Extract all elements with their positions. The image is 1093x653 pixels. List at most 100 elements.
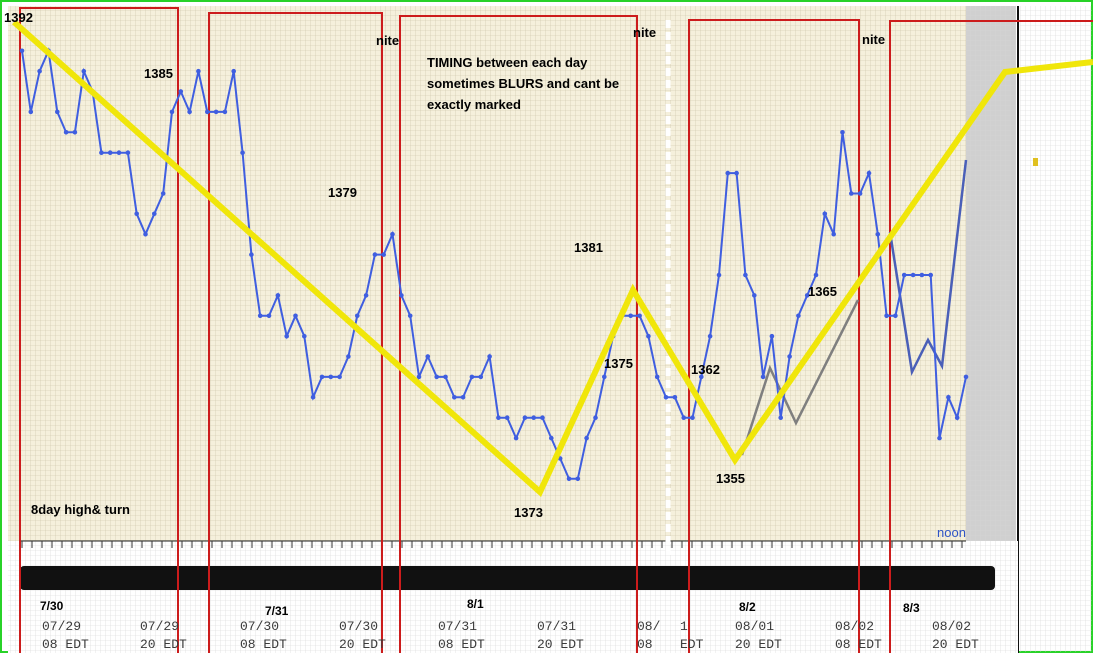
price-point	[787, 354, 792, 359]
price-point	[372, 252, 378, 257]
price-point	[901, 272, 907, 278]
price-point	[778, 415, 783, 421]
price-point	[178, 89, 184, 94]
label-1365: 1365	[808, 284, 837, 299]
day-label-8-3: 8/3	[903, 601, 920, 615]
tick-date-1: 07/29	[42, 619, 81, 634]
trend-line	[12, 19, 1093, 497]
tick-date-5: 07/31	[438, 619, 477, 634]
price-point	[884, 313, 889, 319]
price-point	[302, 333, 307, 339]
price-point	[443, 374, 448, 380]
price-point	[928, 272, 933, 278]
tick-time-9: 20 EDT	[735, 637, 782, 652]
label-high-1392: 1392	[4, 10, 33, 25]
note-line-3: exactly marked	[427, 97, 521, 112]
price-point	[37, 68, 42, 74]
x-tick-labels: 07/29 08 EDT 07/29 20 EDT 07/30 08 EDT 0…	[42, 619, 979, 652]
price-point	[540, 415, 545, 421]
tick-date-6: 07/31	[537, 619, 576, 634]
price-point	[875, 231, 881, 237]
tick-date-9: 08/01	[735, 619, 774, 634]
price-point	[407, 313, 413, 319]
tick-time-10: 08 EDT	[835, 637, 882, 652]
price-point	[804, 293, 810, 298]
label-1375: 1375	[604, 356, 633, 371]
price-point	[337, 374, 342, 380]
day-box-3	[399, 15, 638, 653]
price-point	[831, 231, 836, 237]
price-point	[469, 374, 475, 380]
price-point	[160, 191, 166, 196]
price-point	[752, 293, 757, 298]
day-label-7-31: 7/31	[265, 604, 289, 618]
price-point	[593, 415, 598, 421]
price-point	[663, 395, 669, 400]
tick-time-6: 20 EDT	[537, 637, 584, 652]
note-line-2: sometimes BLURS and cant be	[427, 76, 619, 91]
price-point	[231, 68, 236, 74]
price-point	[143, 231, 148, 237]
x-minor-ticks	[21, 541, 963, 548]
price-point	[381, 252, 387, 257]
price-point	[425, 354, 431, 359]
price-point	[116, 150, 122, 155]
day-box-5	[889, 20, 1093, 653]
price-point	[566, 476, 572, 482]
price-point	[240, 150, 245, 155]
price-point	[849, 191, 854, 196]
price-point	[99, 150, 104, 155]
price-point	[496, 415, 501, 421]
tick-date-10: 08/02	[835, 619, 874, 634]
tick-date-11: 08/02	[932, 619, 971, 634]
price-point	[28, 109, 34, 115]
future-path-line	[888, 159, 968, 377]
day-label-8-1: 8/1	[467, 597, 484, 611]
tick-time-8: EDT	[680, 637, 704, 652]
price-point	[363, 293, 369, 298]
day-boxes	[19, 7, 1093, 653]
price-point	[866, 170, 872, 176]
price-point	[452, 395, 457, 400]
label-1362: 1362	[691, 362, 720, 377]
tick-time-1: 08 EDT	[42, 637, 89, 652]
price-point	[946, 395, 951, 400]
label-1381: 1381	[574, 240, 603, 255]
price-point	[72, 130, 78, 135]
price-point	[743, 272, 748, 278]
day-box-2	[208, 12, 383, 653]
price-point	[796, 313, 801, 319]
day-box-4	[688, 19, 860, 653]
right-scale-grid	[966, 6, 1016, 541]
label-nite-3: nite	[862, 32, 885, 47]
price-point	[672, 395, 678, 400]
price-point	[813, 272, 819, 278]
price-point	[646, 333, 651, 339]
tick-date-3: 07/30	[240, 619, 279, 634]
tick-time-4: 20 EDT	[339, 637, 386, 652]
axis-area-grid	[8, 541, 1018, 653]
axis-band	[20, 566, 995, 590]
price-point	[954, 415, 960, 421]
price-point	[760, 374, 766, 380]
price-point	[522, 415, 528, 421]
price-point	[55, 109, 60, 115]
price-point	[284, 333, 290, 339]
price-point	[399, 293, 404, 298]
note-line-1: TIMING between each day	[427, 55, 588, 70]
tick-time-2: 20 EDT	[140, 637, 187, 652]
price-point	[257, 313, 263, 319]
tick-date-2: 07/29	[140, 619, 179, 634]
price-point	[460, 395, 466, 400]
price-point	[513, 435, 519, 441]
price-point	[504, 415, 510, 421]
price-point	[169, 109, 175, 115]
price-point	[19, 48, 25, 54]
price-series-line	[21, 47, 967, 480]
price-point	[478, 374, 484, 380]
price-point	[654, 374, 660, 380]
price-point	[355, 313, 360, 319]
label-1355: 1355	[716, 471, 745, 486]
price-point	[134, 211, 139, 217]
price-point	[275, 293, 281, 298]
